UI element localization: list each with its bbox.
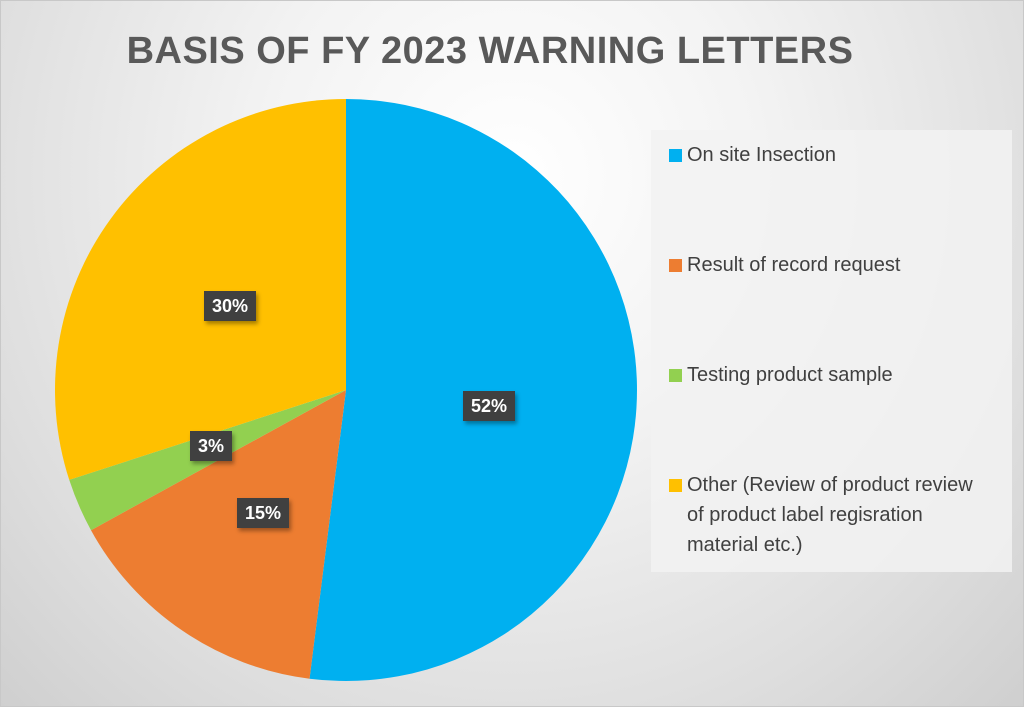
data-label-testing-sample: 3%	[190, 431, 233, 461]
legend-swatch-yellow	[669, 479, 682, 492]
legend-item-on-site-inspection: On site Insection	[669, 140, 987, 170]
slice-record-request	[90, 390, 347, 679]
legend-swatch-blue	[669, 149, 682, 162]
chart-legend: On site Insection Result of record reque…	[651, 130, 1012, 572]
data-label-record-request: 15%	[237, 498, 290, 528]
chart-title: BASIS OF FY 2023 WARNING LETTERS	[126, 30, 854, 72]
slice-other	[54, 99, 347, 480]
legend-item-record-request: Result of record request	[669, 250, 987, 280]
legend-label: Testing product sample	[687, 364, 893, 386]
legend-label: Other (Review of product review of produ…	[687, 474, 973, 556]
legend-label: On site Insection	[687, 144, 836, 166]
data-label-other: 30%	[204, 291, 257, 321]
legend-swatch-green	[669, 369, 682, 382]
slice-on-site-inspection	[309, 99, 637, 681]
legend-item-other: Other (Review of product review of produ…	[669, 470, 977, 560]
legend-item-testing-sample: Testing product sample	[669, 360, 987, 390]
legend-swatch-orange	[669, 259, 682, 272]
legend-label: Result of record request	[687, 254, 901, 276]
data-label-on-site-inspection: 52%	[463, 391, 516, 421]
